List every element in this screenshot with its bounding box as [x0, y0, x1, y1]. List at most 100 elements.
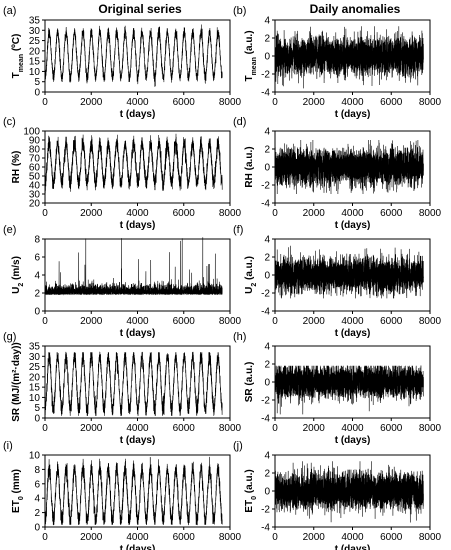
y-tick-label: 4 [34, 494, 40, 505]
panel-label: (g) [3, 331, 16, 343]
y-tick-label: 0 [34, 307, 40, 318]
x-tick-label: 6000 [173, 316, 196, 327]
y-tick-label: -4 [261, 307, 270, 318]
x-tick-label: 0 [42, 316, 48, 327]
x-tick-label: 2000 [80, 316, 103, 327]
y-tick-label: 20 [29, 199, 41, 210]
y-tick-label: -2 [261, 70, 270, 81]
y-tick-label: 15 [29, 57, 41, 68]
x-tick-label: 8000 [419, 97, 442, 108]
y-tick-label: 0 [264, 487, 270, 498]
y-tick-label: 20 [29, 372, 41, 383]
y-tick-label: 0 [34, 88, 40, 99]
plot-frame [44, 130, 231, 204]
panel-i: (i) 0 2000 4000 6000 8000 0 2 4 6 8 10 t (days) ET0 (… [3, 440, 242, 550]
y-axis-label: Tmean (a.u.) [244, 30, 258, 81]
y-tick-label: 50 [29, 172, 41, 183]
y-tick-label: 6 [34, 479, 40, 490]
x-tick-label: 2000 [303, 532, 326, 543]
x-tick-label: 2000 [80, 532, 103, 543]
panel-label: (i) [3, 440, 13, 452]
y-tick-label: 0 [264, 163, 270, 174]
x-tick-label: 2000 [303, 208, 326, 219]
panel-h: (h) 0 2000 4000 6000 8000 -4 -2 0 2 4 t (days) SR (a… [233, 331, 442, 446]
series-line [44, 237, 223, 296]
y-tick-label: 90 [29, 136, 41, 147]
series-line [44, 24, 223, 87]
x-tick-label: 0 [272, 532, 278, 543]
x-tick-label: 0 [42, 532, 48, 543]
y-axis-label: U2 (m/s) [11, 256, 25, 294]
x-tick-label: 8000 [419, 423, 442, 434]
series-line [44, 351, 223, 416]
y-tick-label: 8 [34, 235, 40, 246]
panel-f: (f) 0 2000 4000 6000 8000 -4 -2 0 2 4 t (days) U2 (a… [233, 224, 442, 339]
y-tick-label: -2 [261, 289, 270, 300]
column-title-anomalies: Daily anomalies [310, 2, 401, 16]
y-axis-label: Tmean (ºC) [11, 34, 25, 79]
x-tick-label: 0 [42, 208, 48, 219]
y-tick-label: 2 [264, 145, 270, 156]
x-tick-label: 6000 [173, 423, 196, 434]
series-line [274, 139, 424, 195]
x-axis-label: t (days) [335, 109, 371, 120]
series-line [44, 456, 223, 526]
y-tick-label: 8 [34, 465, 40, 476]
panel-label: (a) [3, 5, 16, 17]
x-tick-label: 6000 [380, 208, 403, 219]
y-axis-label: RH (a.u.) [244, 146, 255, 187]
panel-d: (d) 0 2000 4000 6000 8000 -4 -2 0 2 4 t (days) RH (a… [233, 116, 442, 231]
y-tick-label: 5 [34, 77, 40, 88]
column-title-original: Original series [98, 2, 182, 16]
series-line [274, 365, 424, 415]
x-tick-label: 8000 [419, 208, 442, 219]
x-tick-label: 4000 [126, 532, 149, 543]
y-tick-label: 35 [29, 16, 41, 27]
y-tick-label: 25 [29, 36, 41, 47]
y-tick-label: 4 [264, 16, 270, 27]
x-tick-label: 6000 [173, 532, 196, 543]
y-tick-label: 4 [264, 451, 270, 462]
y-axis-label: RH (%) [11, 151, 22, 184]
x-tick-label: 8000 [219, 532, 242, 543]
panel-label: (j) [233, 440, 243, 452]
x-tick-label: 8000 [219, 97, 242, 108]
x-tick-label: 6000 [380, 423, 403, 434]
y-tick-label: -2 [261, 505, 270, 516]
y-tick-label: 0 [264, 378, 270, 389]
y-tick-label: 4 [264, 127, 270, 138]
panel-label: (d) [233, 116, 246, 128]
y-axis-label: ET0 (a.u.) [244, 469, 258, 512]
x-axis-label: t (days) [120, 109, 156, 120]
x-tick-label: 4000 [126, 316, 149, 327]
y-tick-label: 5 [34, 403, 40, 414]
plot-frame [44, 238, 231, 312]
y-tick-label: 15 [29, 383, 41, 394]
x-axis-label: t (days) [335, 544, 371, 550]
x-axis-label: t (days) [120, 220, 156, 231]
x-tick-label: 8000 [219, 423, 242, 434]
y-tick-label: 20 [29, 46, 41, 57]
series-line [274, 26, 424, 89]
x-tick-label: 8000 [219, 208, 242, 219]
y-tick-label: 2 [34, 508, 40, 519]
x-tick-label: 4000 [126, 208, 149, 219]
x-axis-label: t (days) [335, 328, 371, 339]
panel-label: (f) [233, 224, 243, 236]
series-line [44, 133, 223, 194]
x-tick-label: 8000 [419, 316, 442, 327]
x-tick-label: 4000 [341, 208, 364, 219]
y-tick-label: 70 [29, 154, 41, 165]
y-tick-label: -4 [261, 414, 270, 425]
x-tick-label: 2000 [80, 423, 103, 434]
panel-label: (b) [233, 5, 246, 17]
x-tick-label: 4000 [341, 97, 364, 108]
y-tick-label: 6 [34, 253, 40, 264]
x-tick-label: 0 [272, 316, 278, 327]
panel-label: (c) [3, 116, 16, 128]
y-axis-label: SR (a.u.) [244, 362, 255, 403]
y-tick-label: -4 [261, 88, 270, 99]
y-tick-label: 2 [34, 289, 40, 300]
y-tick-label: 0 [34, 523, 40, 534]
